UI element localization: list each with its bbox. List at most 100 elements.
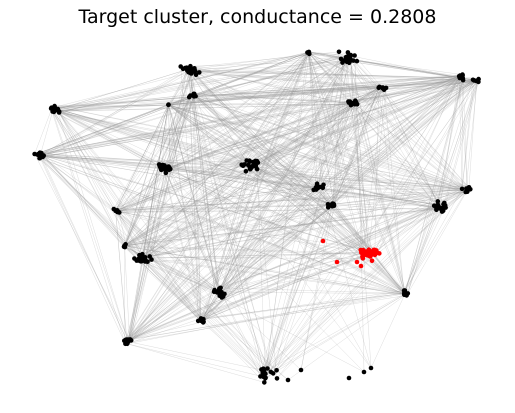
graph-edge xyxy=(220,287,405,294)
graph-node xyxy=(132,256,137,261)
graph-edge xyxy=(51,107,256,162)
graph-edge xyxy=(139,53,310,256)
graph-node xyxy=(166,102,171,108)
graph-edge xyxy=(190,95,468,192)
graph-edge xyxy=(404,188,463,291)
graph-edge xyxy=(129,255,369,341)
graph-edge xyxy=(317,87,379,189)
graph-edge xyxy=(201,55,350,322)
graph-edge xyxy=(378,87,470,188)
graph-edge xyxy=(37,74,463,155)
graph-edge xyxy=(220,53,310,295)
graph-edge xyxy=(59,112,470,188)
graph-edge xyxy=(254,162,444,211)
graph-edge xyxy=(124,87,379,341)
graph-edge xyxy=(113,89,385,210)
graph-node xyxy=(456,74,462,79)
graph-edge xyxy=(190,95,335,206)
graph-edge xyxy=(328,191,468,208)
graph-edge xyxy=(127,60,358,343)
graph-edge xyxy=(332,79,464,204)
graph-edge xyxy=(309,53,372,254)
graph-edge xyxy=(308,51,317,190)
graph-edge xyxy=(168,86,380,105)
graph-edge xyxy=(317,59,350,189)
graph-edge xyxy=(191,73,252,169)
graph-edge xyxy=(123,246,363,255)
graph-edge xyxy=(50,108,204,322)
graph-edge xyxy=(322,187,405,295)
graph-edge xyxy=(374,87,379,251)
graph-edge xyxy=(309,53,445,204)
graph-edge xyxy=(130,260,145,341)
graph-edge xyxy=(253,103,355,167)
graph-edge xyxy=(126,204,329,340)
cluster xyxy=(186,91,198,100)
graph-edge xyxy=(252,166,471,190)
graph-edge xyxy=(52,104,169,112)
graph-edge xyxy=(168,104,220,292)
graph-edge xyxy=(57,110,314,191)
graph-edge xyxy=(203,80,477,322)
graph-edge xyxy=(193,94,266,378)
graph-edge xyxy=(118,96,196,213)
graph-edge xyxy=(307,52,383,89)
graph-edge xyxy=(124,168,162,248)
graph-edge xyxy=(143,86,380,259)
cluster xyxy=(376,84,389,92)
graph-edge xyxy=(194,93,350,102)
graph-node xyxy=(262,380,267,385)
graph-node xyxy=(201,316,206,322)
graph-node xyxy=(191,92,196,98)
graph-edge xyxy=(41,152,322,188)
graph-edge xyxy=(54,103,355,107)
graph-edge xyxy=(202,289,221,323)
graph-edge xyxy=(139,52,349,256)
target-node xyxy=(358,263,364,269)
graph-edge xyxy=(300,100,356,371)
graph-edge xyxy=(52,104,358,112)
graph-edge xyxy=(124,187,323,248)
graph-edge xyxy=(461,80,475,189)
graph-edge xyxy=(57,108,255,166)
graph-edge xyxy=(125,167,170,245)
graph-edge xyxy=(255,165,373,255)
graph-edge xyxy=(113,62,350,210)
graph-edge xyxy=(115,210,127,340)
graph-edge xyxy=(123,103,357,247)
graph-edge xyxy=(139,168,162,256)
graph-edge xyxy=(117,211,405,294)
graph-edge xyxy=(221,87,383,298)
graph-edge xyxy=(255,87,387,167)
graph-edge xyxy=(165,169,224,297)
graph-edge xyxy=(118,211,215,291)
graph-edge xyxy=(52,111,125,247)
graph-edge xyxy=(151,259,265,372)
graph-edge xyxy=(134,252,375,259)
graph-edge xyxy=(309,53,407,296)
graph-edge xyxy=(377,76,460,254)
graph-edge xyxy=(125,187,318,340)
graph-edge xyxy=(59,54,351,112)
graph-edge xyxy=(265,184,324,379)
graph-edge xyxy=(323,184,470,188)
graph-edge xyxy=(194,69,383,88)
graph-edge xyxy=(332,89,385,207)
graph-node xyxy=(345,50,351,55)
graph-edge xyxy=(439,76,460,209)
graph-edge xyxy=(168,70,189,105)
graph-edge xyxy=(193,51,309,97)
graph-edge xyxy=(168,104,334,205)
graph-edge xyxy=(55,58,342,110)
graph-node xyxy=(435,199,441,204)
graph-edge xyxy=(119,212,271,373)
graph-edge xyxy=(189,70,478,81)
graph-edge xyxy=(241,78,479,166)
graph-edge xyxy=(203,103,357,320)
graph-edge xyxy=(354,55,358,105)
graph-edge xyxy=(355,102,406,291)
graph-edge xyxy=(168,73,192,105)
graph-edge xyxy=(124,77,463,248)
graph-edge xyxy=(190,95,463,190)
graph-edge xyxy=(168,104,467,189)
